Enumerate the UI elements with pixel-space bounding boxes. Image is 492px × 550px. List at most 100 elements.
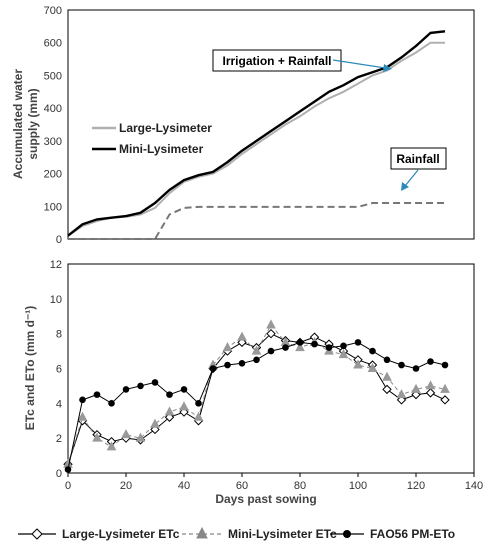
legend-label-large-etc: Large-Lysimeter ETc xyxy=(62,527,180,541)
bottom-point-circle xyxy=(441,361,449,369)
bottom-y-tick-label: 10 xyxy=(50,294,62,306)
bottom-point-circle xyxy=(282,344,289,351)
annotation-rainfall-label: Rainfall xyxy=(396,152,439,166)
bottom-point-circle xyxy=(209,365,217,372)
bottom-point-circle xyxy=(166,391,173,398)
bottom-point-triangle xyxy=(106,441,117,451)
bottom-point-circle xyxy=(224,361,231,369)
bottom-point-diamond xyxy=(150,424,160,435)
legend-marker-large-etc xyxy=(31,528,43,540)
bottom-y-tick-label: 0 xyxy=(56,468,62,480)
legend-label-mini-etc: Mini-Lysimeter ETc xyxy=(228,527,337,541)
bottom-point-circle xyxy=(79,396,86,404)
bottom-point-circle xyxy=(108,400,115,407)
bottom-plot-frame xyxy=(67,263,475,474)
bottom-x-tick-label: 0 xyxy=(65,480,71,492)
legend-label-mini: Mini-Lysimeter xyxy=(119,142,204,156)
bottom-point-triangle xyxy=(295,342,305,352)
bottom-point-circle xyxy=(137,382,144,390)
bottom-x-tick-label: 20 xyxy=(120,480,132,492)
legend-label-large: Large-Lysimeter xyxy=(119,121,212,135)
top-ylabel-line2: supply (mm) xyxy=(26,88,40,159)
bottom-point-diamond xyxy=(425,388,436,398)
annotation-rainfall: Rainfall xyxy=(390,147,447,191)
annotation-irrigation-box xyxy=(212,49,342,72)
bottom-point-circle xyxy=(180,386,188,393)
bottom-point-triangle xyxy=(251,345,262,355)
bottom-point-circle xyxy=(369,347,376,355)
bottom-x-tick-label: 100 xyxy=(349,480,367,492)
top-y-tick-label: 0 xyxy=(56,234,62,246)
legend-marker-fao56 xyxy=(343,530,351,538)
top-series-line-2 xyxy=(68,202,445,240)
bottom-point-triangle xyxy=(338,349,349,359)
bottom-point-circle xyxy=(325,344,333,351)
bottom-point-circle xyxy=(64,466,72,473)
bottom-point-triangle xyxy=(382,371,392,381)
bottom-y-tick-label: 6 xyxy=(56,364,62,376)
bottom-point-triangle xyxy=(411,383,421,393)
bottom-point-circle xyxy=(296,339,304,346)
bottom-point-circle xyxy=(253,356,260,364)
bottom-point-circle xyxy=(311,340,318,348)
bottom-point-circle xyxy=(427,358,434,365)
bottom-point-circle xyxy=(340,342,347,350)
annotation-irrigation-arrowhead xyxy=(383,64,392,72)
bottom-point-circle xyxy=(238,359,246,367)
bottom-point-circle xyxy=(267,347,275,355)
legend-label-fao56: FAO56 PM-ETo xyxy=(370,527,455,541)
bottom-y-ticks: 0 2 4 6 8 10 12 xyxy=(50,259,62,480)
legend-marker-mini-etc xyxy=(196,526,208,539)
top-y-tick-label: 200 xyxy=(44,169,62,181)
top-y-ticks: 0 100 200 300 400 500 600 700 xyxy=(44,5,62,246)
bottom-point-diamond xyxy=(440,395,450,405)
bottom-point-triangle xyxy=(425,380,436,390)
bottom-point-triangle xyxy=(222,342,233,352)
top-ylabel-line1: Accumulated water xyxy=(11,69,25,179)
bottom-y-tick-label: 2 xyxy=(56,433,62,445)
top-y-tick-label: 300 xyxy=(44,136,62,148)
bottom-x-ticks: 0 20 40 60 80 100 120 140 xyxy=(65,473,483,492)
bottom-point-triangle xyxy=(150,418,160,428)
bottom-point-triangle xyxy=(440,383,450,393)
bottom-y-tick-label: 4 xyxy=(56,398,62,410)
bottom-point-triangle xyxy=(121,429,131,439)
annotation-rainfall-arrow xyxy=(404,169,419,187)
top-y-tick-label: 600 xyxy=(44,38,62,50)
top-y-tick-label: 100 xyxy=(44,201,62,213)
bottom-point-triangle xyxy=(92,432,102,442)
bottom-point-circle xyxy=(412,365,420,372)
bottom-point-circle xyxy=(383,356,391,364)
top-y-tick-label: 500 xyxy=(44,70,62,82)
bottom-x-tick-label: 60 xyxy=(236,480,248,492)
bottom-x-tick-label: 80 xyxy=(294,480,306,492)
annotation-rainfall-arrowhead xyxy=(401,182,409,191)
bottom-series-line-1 xyxy=(67,324,446,465)
bottom-point-triangle xyxy=(77,411,88,421)
bottom-panel: ETc and ETo (mm d⁻¹) 0 2 4 6 8 10 12 0 20 40 60 80… xyxy=(18,259,483,541)
top-plot-frame xyxy=(67,9,475,240)
annotation-irrigation: Irrigation + Rainfall xyxy=(212,49,392,72)
bottom-point-triangle xyxy=(193,411,204,421)
bottom-point-diamond xyxy=(382,384,392,395)
top-panel: Accumulated water supply (mm) 0 100 200 300… xyxy=(11,5,475,246)
bottom-point-circle xyxy=(195,400,202,407)
bottom-ylabel: ETc and ETo (mm d⁻¹) xyxy=(23,306,37,431)
bottom-y-tick-label: 12 xyxy=(50,259,62,271)
bottom-point-circle xyxy=(151,379,159,386)
bottom-point-triangle xyxy=(353,359,363,369)
bottom-point-triangle xyxy=(266,319,276,329)
bottom-x-tick-label: 140 xyxy=(465,480,483,492)
bottom-point-triangle xyxy=(164,406,175,416)
bottom-point-triangle xyxy=(135,432,146,442)
bottom-point-triangle xyxy=(367,362,378,372)
top-series-line-1 xyxy=(67,30,446,237)
bottom-y-tick-label: 8 xyxy=(56,329,62,341)
bottom-point-circle xyxy=(354,339,362,346)
bottom-x-tick-label: 40 xyxy=(178,480,190,492)
bottom-x-tick-label: 120 xyxy=(407,480,425,492)
bottom-legend: Large-Lysimeter ETc Mini-Lysimeter ETc F… xyxy=(18,526,455,541)
bottom-point-circle xyxy=(93,391,101,398)
bottom-point-circle xyxy=(398,361,405,369)
